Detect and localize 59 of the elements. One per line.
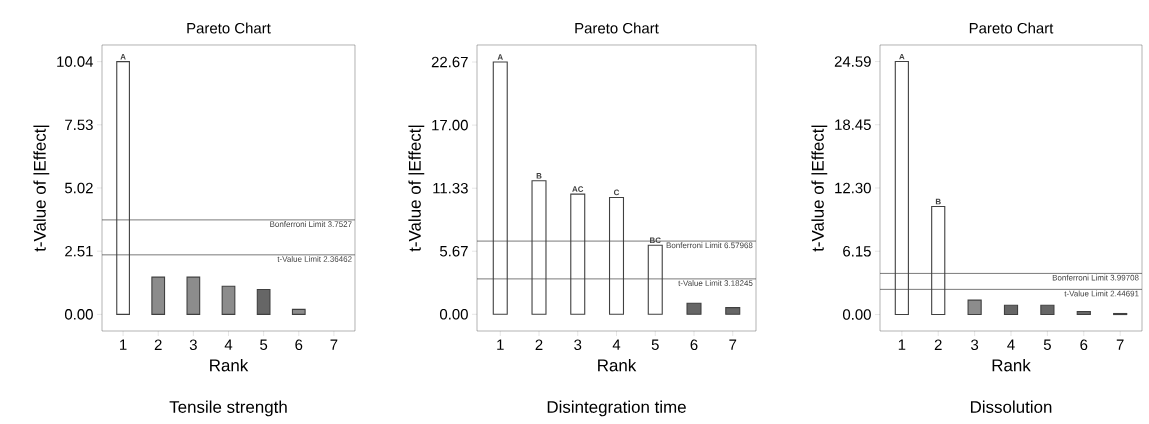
x-tick-label: 6 <box>690 339 698 351</box>
bar <box>186 276 201 315</box>
y-tick-label: 22.67 <box>431 56 468 68</box>
y-tick-label: 0.00 <box>439 309 468 320</box>
bar <box>256 288 271 315</box>
bar <box>221 285 236 315</box>
chart-title: Pareto Chart <box>969 22 1054 34</box>
x-tick-label: 7 <box>729 339 737 350</box>
x-tick-label: 5 <box>651 339 659 350</box>
x-tick-label: 3 <box>574 339 582 351</box>
chart-title: Pareto Chart <box>187 22 271 34</box>
y-tick-label: 5.02 <box>64 182 93 194</box>
y-tick-label: 11.33 <box>433 182 468 194</box>
y-axis-title: t-Value of |Effect| <box>33 125 50 252</box>
x-tick-label: 5 <box>260 339 268 350</box>
bar <box>725 307 741 315</box>
y-tick-label: 2.51 <box>65 245 93 257</box>
x-tick-label: 6 <box>1080 339 1088 351</box>
x-tick-label: 4 <box>224 339 233 350</box>
y-tick-label: 10.04 <box>57 56 94 67</box>
x-tick-label: 5 <box>1043 339 1051 350</box>
x-tick-label: 7 <box>1116 339 1124 350</box>
y-tick-label: 24.59 <box>834 56 871 67</box>
x-tick-label: 2 <box>535 339 543 350</box>
bar <box>967 299 982 316</box>
x-axis-title: Rank <box>210 358 249 372</box>
bar <box>686 302 702 315</box>
text: Disintegration time <box>547 400 686 417</box>
y-tick-label: 0.00 <box>64 309 93 320</box>
x-tick-label: 3 <box>189 339 197 351</box>
x-tick-label: 1 <box>120 339 127 350</box>
y-tick-label: 17.00 <box>432 119 468 131</box>
x-tick-label: 4 <box>612 339 621 350</box>
bar <box>1003 304 1019 316</box>
x-axis-title: Rank <box>598 358 637 372</box>
text: Tensile strength <box>169 400 287 417</box>
x-tick-label: 6 <box>295 339 303 351</box>
y-tick-label: 7.53 <box>65 119 93 131</box>
x-tick-label: 4 <box>1007 339 1015 350</box>
y-tick-label: 5.67 <box>439 245 468 257</box>
y-tick-label: 6.15 <box>843 245 871 257</box>
x-tick-label: 2 <box>934 339 942 350</box>
x-tick-label: 3 <box>971 339 979 351</box>
y-tick-label: 12.30 <box>835 182 871 194</box>
text: Dissolution <box>970 400 1052 413</box>
x-tick-label: 1 <box>898 339 906 350</box>
x-axis-title: Rank <box>992 358 1031 372</box>
bar <box>151 276 166 315</box>
y-tick-label: 0.00 <box>842 309 871 320</box>
x-tick-label: 1 <box>497 339 504 350</box>
bar <box>1040 304 1055 316</box>
bar <box>291 308 306 315</box>
x-tick-label: 7 <box>330 339 338 350</box>
y-axis-title: t-Value of |Effect| <box>811 125 828 252</box>
y-axis-title: t-Value of |Effect| <box>408 125 425 252</box>
y-tick-label: 18.45 <box>835 119 871 131</box>
x-tick-label: 2 <box>154 339 162 350</box>
bar <box>1076 310 1091 316</box>
chart-title: Pareto Chart <box>575 22 659 34</box>
